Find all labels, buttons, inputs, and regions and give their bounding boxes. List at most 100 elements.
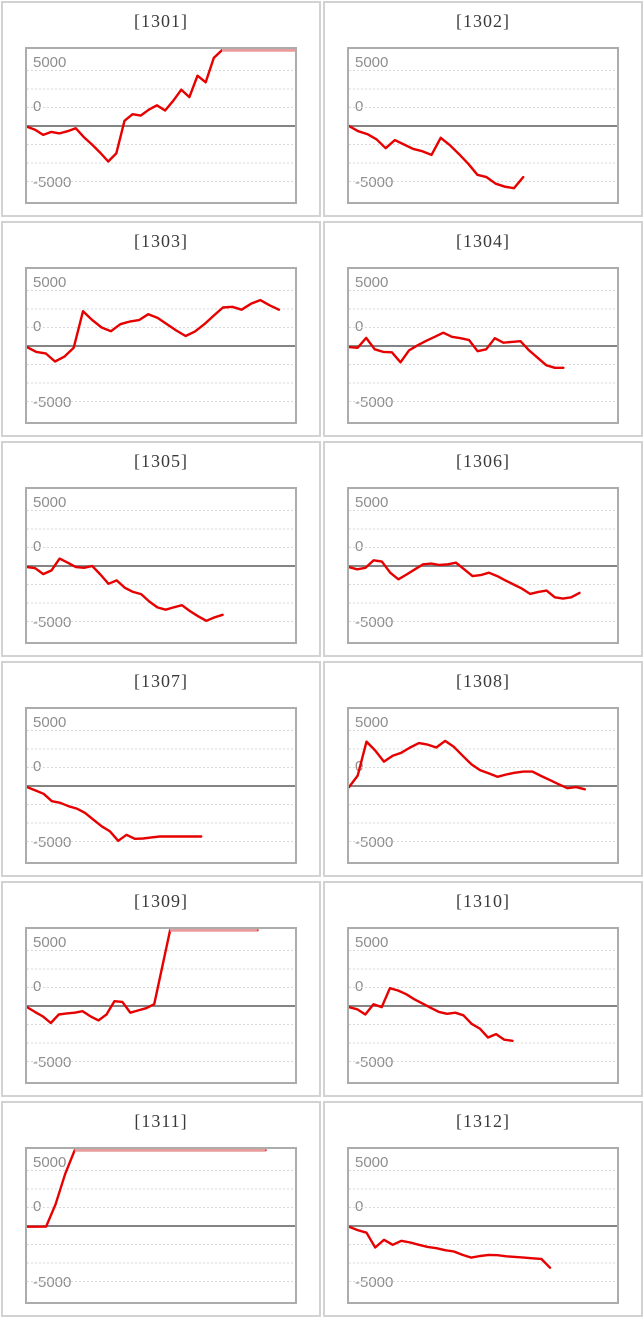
y-tick-minus-5000: -5000: [33, 174, 72, 191]
chart-title: [1310]: [456, 891, 510, 911]
chart-cell: [1301] 5000 0 -5000: [0, 0, 322, 220]
y-tick-minus-5000: -5000: [355, 1054, 394, 1071]
chart-tile: [1303] 5000 0 -5000: [1, 221, 321, 437]
plot-area: 5000 0 -5000: [347, 1147, 619, 1304]
chart-title: [1306]: [456, 451, 510, 471]
y-tick-5000: 5000: [33, 274, 67, 291]
chart-title: [1311]: [134, 1111, 188, 1131]
chart-cell: [1303] 5000 0 -5000: [0, 220, 322, 440]
slump-graph-svg: [27, 510, 295, 623]
y-tick-minus-5000: -5000: [33, 834, 72, 851]
chart-title: [1304]: [456, 231, 510, 251]
slump-graph-svg: [349, 290, 617, 402]
plot-area: 5000 0 -5000: [347, 267, 619, 424]
chart-cell: [1308] 5000 0 -5000: [322, 660, 644, 880]
slump-line: [349, 331, 565, 370]
plot-area: 5000 0 -5000: [25, 487, 297, 644]
y-tick-minus-5000: -5000: [355, 394, 394, 411]
y-tick-5000: 5000: [355, 494, 389, 511]
y-tick-0: 0: [355, 978, 364, 995]
chart-title: [1302]: [456, 11, 510, 31]
chart-cell: [1312] 5000 0 -5000: [322, 1100, 644, 1320]
chart-tile: [1301] 5000 0 -5000: [1, 1, 321, 217]
slump-line: [27, 298, 281, 363]
chart-cell: [1309] 5000 0 -5000: [0, 880, 322, 1100]
chart-title: [1307]: [134, 671, 188, 691]
slump-line: [27, 785, 203, 843]
chart-cell: [1302] 5000 0 -5000: [322, 0, 644, 220]
slump-graph-svg: [349, 510, 617, 622]
chart-cell: [1307] 5000 0 -5000: [0, 660, 322, 880]
y-tick-0: 0: [33, 978, 42, 995]
y-tick-5000: 5000: [33, 714, 67, 731]
slump-graph-svg: [349, 1170, 617, 1282]
chart-tile: [1304] 5000 0 -5000: [323, 221, 643, 437]
slump-line: [27, 1149, 267, 1228]
y-tick-5000: 5000: [33, 54, 67, 71]
y-tick-minus-5000: -5000: [355, 834, 394, 851]
y-tick-minus-5000: -5000: [355, 614, 394, 631]
chart-title: [1303]: [134, 231, 188, 251]
y-tick-0: 0: [355, 538, 364, 555]
y-tick-minus-5000: -5000: [355, 174, 394, 191]
plot-area: 5000 0 -5000: [25, 1147, 297, 1304]
chart-tile: [1307] 5000 0 -5000: [1, 661, 321, 877]
slump-graph-svg: [27, 49, 295, 182]
plot-area: 5000 0 -5000: [25, 267, 297, 424]
y-tick-5000: 5000: [355, 274, 389, 291]
y-tick-5000: 5000: [355, 714, 389, 731]
chart-title: [1308]: [456, 671, 510, 691]
chart-title: [1301]: [134, 11, 188, 31]
slump-line: [349, 739, 587, 791]
chart-cell: [1311] 5000 0 -5000: [0, 1100, 322, 1320]
plot-area: 5000 0 -5000: [347, 707, 619, 864]
y-tick-0: 0: [33, 758, 42, 775]
chart-tile: [1309] 5000 0 -5000: [1, 881, 321, 1097]
slump-graph-svg: [27, 1149, 295, 1282]
slump-graph-svg: [27, 929, 295, 1062]
slump-graph-svg: [27, 290, 295, 402]
y-tick-0: 0: [355, 318, 364, 335]
slump-line: [349, 1225, 552, 1269]
y-tick-0: 0: [33, 98, 42, 115]
y-tick-minus-5000: -5000: [33, 1274, 72, 1291]
chart-tile: [1305] 5000 0 -5000: [1, 441, 321, 657]
y-tick-5000: 5000: [33, 1154, 67, 1171]
y-tick-0: 0: [33, 318, 42, 335]
y-tick-5000: 5000: [355, 54, 389, 71]
slump-graph-svg: [349, 730, 617, 842]
y-tick-minus-5000: -5000: [33, 614, 72, 631]
y-tick-0: 0: [355, 98, 364, 115]
slump-graph-svg: [27, 730, 295, 843]
y-tick-0: 0: [33, 538, 42, 555]
plot-area: 5000 0 -5000: [25, 707, 297, 864]
slump-graph-svg: [349, 950, 617, 1062]
plot-area: 5000 0 -5000: [347, 927, 619, 1084]
y-tick-5000: 5000: [355, 934, 389, 951]
chart-title: [1312]: [456, 1111, 510, 1131]
chart-tile: [1306] 5000 0 -5000: [323, 441, 643, 657]
chart-cell: [1304] 5000 0 -5000: [322, 220, 644, 440]
plot-area: 5000 0 -5000: [25, 47, 297, 204]
chart-tile: [1308] 5000 0 -5000: [323, 661, 643, 877]
slump-line: [27, 929, 259, 1025]
plot-area: 5000 0 -5000: [347, 47, 619, 204]
slump-graph-svg: [349, 70, 617, 190]
y-tick-minus-5000: -5000: [355, 1274, 394, 1291]
chart-tile: [1311] 5000 0 -5000: [1, 1101, 321, 1317]
slump-line: [349, 124, 525, 190]
chart-title: [1309]: [134, 891, 188, 911]
chart-cell: [1310] 5000 0 -5000: [322, 880, 644, 1100]
y-tick-minus-5000: -5000: [33, 394, 72, 411]
chart-title: [1305]: [134, 451, 188, 471]
y-tick-5000: 5000: [355, 1154, 389, 1171]
plot-area: 5000 0 -5000: [347, 487, 619, 644]
chart-tile: [1302] 5000 0 -5000: [323, 1, 643, 217]
y-tick-0: 0: [355, 1198, 364, 1215]
y-tick-5000: 5000: [33, 494, 67, 511]
slump-line: [349, 987, 514, 1043]
chart-cell: [1306] 5000 0 -5000: [322, 440, 644, 660]
y-tick-5000: 5000: [33, 934, 67, 951]
chart-cell: [1305] 5000 0 -5000: [0, 440, 322, 660]
